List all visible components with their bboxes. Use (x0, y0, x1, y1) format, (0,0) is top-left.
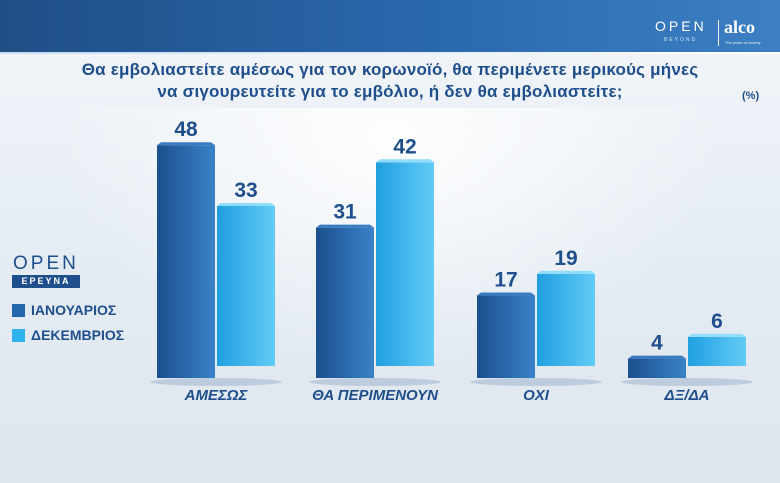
legend-swatch-december (12, 328, 25, 342)
question-title-line-2: να σιγουρευτείτε για το εμβόλιο, ή δεν θ… (157, 82, 623, 101)
bar-cap-tha-perimenoun-january (316, 224, 374, 228)
bar-shadow-dx-da (621, 378, 753, 386)
bar-amesos-january (157, 145, 215, 378)
legend-item-december: ΔΕΚΕΜΒΡΙΟΣ (12, 327, 125, 343)
header-bar: OPEN BEYOND alco The pulse of society (0, 0, 780, 52)
legend-item-january: ΙΑΝΟΥΑΡΙΟΣ (12, 302, 117, 318)
bar-cap-dx-da-december (688, 333, 746, 337)
bar-dx-da-january (628, 358, 686, 378)
alco-tagline: The pulse of society (725, 40, 761, 45)
bar-dx-da-december (688, 336, 746, 366)
open-logo: OPEN (13, 253, 79, 274)
category-label-amesos: ΑΜΕΣΩΣ (184, 387, 249, 404)
data-label-dx-da-january: 4 (651, 332, 663, 355)
bar-cap-dx-da-january (628, 355, 686, 359)
bar-cap-amesos-december (217, 202, 275, 206)
open-beyond-logo: OPEN (655, 18, 707, 34)
logo-divider (718, 20, 719, 46)
bar-cap-ochi-december (537, 270, 595, 274)
bar-shadow-amesos (150, 378, 282, 386)
category-label-dx-da: ΔΞ/ΔΑ (664, 387, 710, 404)
data-label-tha-perimenoun-december: 42 (393, 135, 416, 158)
category-label-ochi: ΟΧΙ (523, 387, 550, 404)
bar-ochi-december (537, 273, 595, 366)
unit-label: (%) (742, 90, 760, 102)
bar-cap-tha-perimenoun-december (376, 159, 434, 163)
legend-label-december: ΔΕΚΕΜΒΡΙΟΣ (31, 327, 125, 343)
bar-tha-perimenoun-december (376, 162, 434, 366)
alco-logo: alco (724, 17, 755, 37)
header-accent-line (0, 52, 780, 54)
erevna-badge: ΕΡΕΥΝΑ (12, 275, 80, 288)
bar-cap-amesos-january (157, 142, 215, 146)
question-title-line-1: Θα εμβολιαστείτε αμέσως για τον κορωνοϊό… (81, 60, 699, 79)
bar-tha-perimenoun-january (316, 227, 374, 378)
bar-amesos-december (217, 205, 275, 366)
open-beyond-tagline: BEYOND (664, 37, 698, 43)
data-label-dx-da-december: 6 (711, 310, 723, 333)
data-label-tha-perimenoun-january: 31 (333, 201, 357, 224)
data-label-ochi-january: 17 (494, 269, 517, 292)
legend-swatch-january (12, 303, 25, 317)
data-label-ochi-december: 19 (554, 247, 577, 270)
category-label-tha-perimenoun: ΘΑ ΠΕΡΙΜΕΝΟΥΝ (312, 387, 439, 404)
bar-shadow-tha-perimenoun (309, 378, 441, 386)
bar-ochi-january (477, 295, 535, 378)
data-label-amesos-january: 48 (174, 118, 198, 141)
bar-shadow-ochi (470, 378, 602, 386)
data-label-amesos-december: 33 (234, 179, 257, 202)
bar-cap-ochi-january (477, 292, 535, 296)
legend-label-january: ΙΑΝΟΥΑΡΙΟΣ (31, 302, 117, 318)
